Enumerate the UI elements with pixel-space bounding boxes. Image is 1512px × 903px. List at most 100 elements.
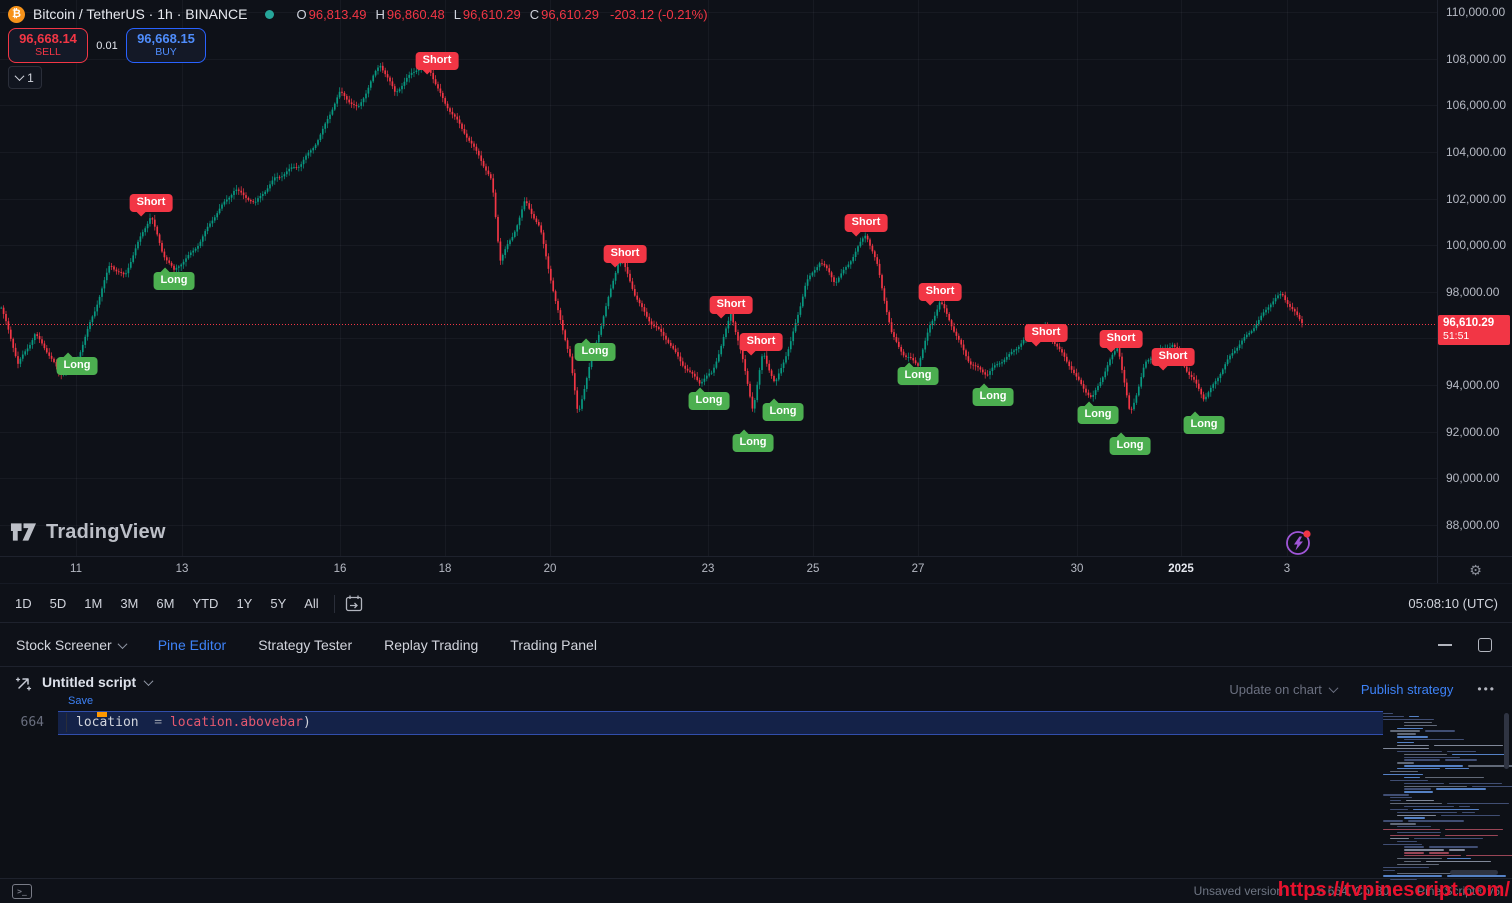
- minimap-line: [1462, 811, 1476, 813]
- chevron-down-icon: [14, 71, 25, 82]
- long-marker[interactable]: Long: [972, 388, 1014, 406]
- long-marker[interactable]: Long: [732, 434, 774, 452]
- long-marker[interactable]: Long: [762, 403, 804, 421]
- range-button-ytd[interactable]: YTD: [192, 596, 219, 611]
- minimap-line: [1447, 858, 1472, 860]
- range-button-6m[interactable]: 6M: [156, 596, 175, 611]
- short-marker[interactable]: Short: [603, 245, 647, 263]
- horizontal-scrollbar[interactable]: [1450, 870, 1498, 875]
- chart-settings-gear-icon[interactable]: ⚙: [1469, 562, 1482, 578]
- range-button-1d[interactable]: 1D: [15, 596, 32, 611]
- long-marker[interactable]: Long: [1109, 437, 1151, 455]
- minimap-line: [1440, 814, 1501, 816]
- range-button-all[interactable]: All: [304, 596, 319, 611]
- long-marker[interactable]: Long: [1077, 406, 1119, 424]
- script-title-row[interactable]: Untitled script: [42, 674, 154, 690]
- update-on-chart-button[interactable]: Update on chart: [1229, 681, 1339, 697]
- short-marker[interactable]: Short: [844, 214, 888, 232]
- line-number: 664: [20, 714, 44, 730]
- console-icon[interactable]: >_: [12, 883, 32, 899]
- minimap-line: [1428, 852, 1450, 854]
- toolbar-divider: [333, 594, 335, 613]
- more-options-icon[interactable]: •••: [1477, 682, 1496, 696]
- interval-quick-box[interactable]: 1: [8, 66, 42, 89]
- vertical-scrollbar[interactable]: [1504, 713, 1509, 769]
- long-marker[interactable]: Long: [897, 367, 939, 385]
- tradingview-logo[interactable]: TradingView: [10, 520, 166, 544]
- editor-status-bar: >_ Unsaved version Ln 664, Col 30 Pine Scr…: [0, 878, 1512, 903]
- market-status-dot[interactable]: [265, 9, 275, 19]
- pine-editor-code-area[interactable]: 664 location = location.abovebar): [0, 710, 1512, 880]
- minimap-line: [1383, 715, 1405, 718]
- minimap-line: [1397, 762, 1415, 764]
- buy-button[interactable]: 96,668.15 BUY: [126, 28, 206, 63]
- short-marker[interactable]: Short: [1024, 324, 1068, 342]
- code-minimap[interactable]: [1383, 713, 1512, 883]
- minimap-line: [1383, 829, 1440, 831]
- range-button-1y[interactable]: 1Y: [236, 596, 253, 611]
- range-button-3m[interactable]: 3M: [120, 596, 139, 611]
- long-marker[interactable]: Long: [1183, 416, 1225, 434]
- short-marker[interactable]: Short: [1151, 348, 1195, 366]
- tab-trading-panel[interactable]: Trading Panel: [510, 637, 597, 653]
- minimap-line: [1465, 855, 1512, 857]
- range-button-1m[interactable]: 1M: [84, 596, 103, 611]
- update-on-chart-label: Update on chart: [1229, 681, 1322, 697]
- range-button-5d[interactable]: 5D: [49, 596, 67, 611]
- quick-action-lightning-button[interactable]: [1284, 527, 1314, 557]
- timezone-clock[interactable]: 05:08:10 (UTC): [1408, 596, 1498, 611]
- bottom-panel-tabs: Stock Screener Pine Editor Strategy Tester…: [0, 622, 1512, 667]
- buy-price: 96,668.15: [137, 31, 195, 46]
- range-button-5y[interactable]: 5Y: [270, 596, 287, 611]
- minimap-line: [1448, 849, 1466, 851]
- minimize-panel-icon[interactable]: [1438, 644, 1452, 646]
- long-marker[interactable]: Long: [688, 392, 730, 410]
- minimap-line: [1390, 823, 1417, 825]
- last-price-label: 96,610.29 51:51: [1438, 315, 1510, 346]
- short-marker[interactable]: Short: [129, 194, 173, 212]
- interval-value: 1: [27, 70, 34, 85]
- save-button[interactable]: Save: [68, 695, 94, 707]
- minimap-line: [1390, 730, 1421, 732]
- minimap-line: [1425, 776, 1484, 779]
- short-marker[interactable]: Short: [739, 333, 783, 351]
- minimap-line: [1383, 713, 1393, 715]
- minimap-line: [1433, 744, 1504, 747]
- buy-label: BUY: [155, 46, 177, 58]
- long-marker[interactable]: Long: [153, 272, 195, 290]
- short-marker[interactable]: Short: [1099, 330, 1143, 348]
- minimap-line: [1390, 837, 1409, 840]
- lightning-bolt-icon: [1294, 536, 1303, 551]
- panel-window-controls: [1438, 638, 1512, 652]
- sell-button[interactable]: 96,668.14 SELL: [8, 28, 88, 63]
- tab-replay-trading[interactable]: Replay Trading: [384, 637, 478, 653]
- long-marker[interactable]: Long: [56, 357, 98, 375]
- minimap-line: [1404, 805, 1455, 808]
- minimap-line: [1404, 765, 1463, 767]
- high-value: 96,860.48: [386, 6, 445, 22]
- publish-strategy-button[interactable]: Publish strategy: [1360, 681, 1454, 697]
- symbol-title[interactable]: Bitcoin / TetherUS · 1h · BINANCE: [33, 6, 248, 22]
- status-item: Unsaved version: [1193, 884, 1284, 898]
- code-line-664[interactable]: 664 location = location.abovebar): [0, 711, 1383, 735]
- tab-label: Trading Panel: [510, 637, 597, 653]
- price-axis[interactable]: 110,000.00 108,000.00 106,000.00 104,000.00…: [1437, 0, 1512, 556]
- code-token: =: [154, 714, 170, 730]
- maximize-panel-icon[interactable]: [1478, 638, 1492, 652]
- go-to-date-icon[interactable]: [343, 593, 365, 615]
- short-marker[interactable]: Short: [415, 52, 459, 70]
- time-axis[interactable]: 11 13 16 18 20 23 25 27 30 2025 3: [0, 556, 1437, 584]
- tab-stock-screener[interactable]: Stock Screener: [16, 637, 128, 653]
- minimap-line: [1397, 736, 1428, 738]
- sell-price: 96,668.14: [19, 31, 77, 46]
- candlestick-chart[interactable]: [0, 0, 1437, 556]
- minimap-line: [1404, 852, 1424, 854]
- minimap-line: [1404, 785, 1468, 787]
- short-marker[interactable]: Short: [918, 283, 962, 301]
- short-marker[interactable]: Short: [709, 296, 753, 314]
- minimap-line: [1404, 753, 1448, 755]
- long-marker[interactable]: Long: [574, 343, 616, 361]
- status-items: Unsaved version Ln 664, Col 30 Pine Script…: [1194, 884, 1512, 898]
- tab-pine-editor[interactable]: Pine Editor: [158, 637, 226, 653]
- tab-strategy-tester[interactable]: Strategy Tester: [258, 637, 352, 653]
